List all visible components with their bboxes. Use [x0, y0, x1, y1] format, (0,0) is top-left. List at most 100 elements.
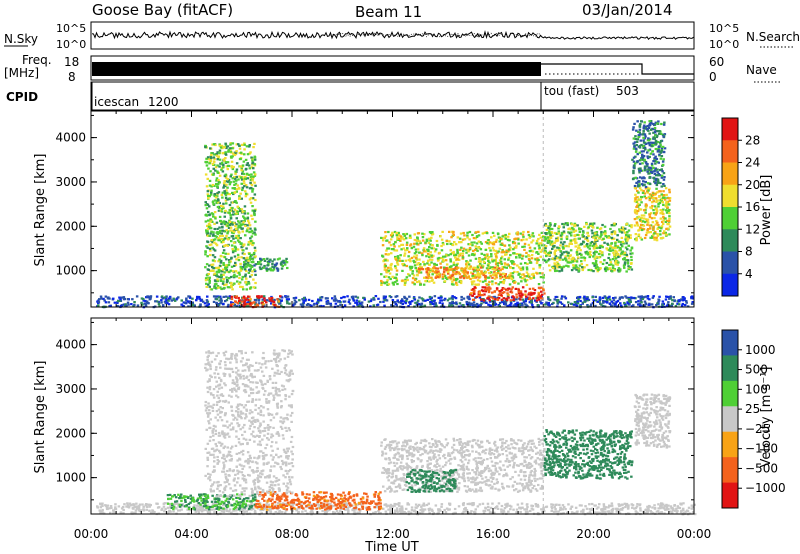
echo-cell [212, 215, 215, 218]
echo-cell [641, 191, 645, 194]
echo-cell [629, 300, 632, 303]
echo-cell [243, 219, 246, 222]
echo-cell [656, 178, 660, 181]
echo-cell [516, 503, 520, 506]
echo-cell [239, 262, 242, 265]
echo-cell [462, 510, 465, 513]
echo-cell [254, 173, 257, 176]
echo-cell [213, 163, 216, 166]
echo-cell [410, 256, 414, 259]
echo-cell [461, 256, 465, 259]
echo-cell [659, 143, 662, 146]
echo-cell [231, 251, 235, 254]
echo-cell [661, 220, 664, 223]
echo-cell [476, 275, 479, 278]
echo-cell [516, 264, 519, 267]
echo-cell [247, 504, 251, 507]
echo-cell [240, 178, 244, 181]
echo-cell [581, 266, 584, 269]
echo-cell [656, 150, 660, 153]
echo-cell [384, 235, 388, 238]
echo-cell [413, 233, 416, 236]
echo-cell [139, 509, 143, 512]
echo-cell [149, 297, 152, 300]
echo-cell [507, 256, 511, 259]
echo-cell [537, 283, 541, 286]
echo-cell [573, 512, 576, 515]
echo-cell [285, 300, 289, 303]
echo-cell [243, 301, 246, 304]
echo-cell [525, 283, 529, 286]
echo-cell [421, 254, 424, 257]
echo-cell [220, 232, 223, 235]
echo-cell [490, 271, 493, 274]
echo-cell [541, 297, 544, 300]
echo-cell [446, 277, 449, 281]
echo-cell [580, 504, 583, 507]
echo-cell [404, 249, 407, 252]
echo-cell [540, 290, 543, 293]
echo-cell [517, 242, 520, 245]
echo-cell [651, 193, 655, 197]
echo-cell [414, 301, 417, 304]
echo-cell [208, 281, 211, 284]
echo-cell [639, 198, 642, 201]
echo-cell [642, 145, 645, 148]
echo-cell [637, 233, 641, 236]
echo-cell [452, 271, 455, 274]
echo-cell [233, 229, 236, 232]
echo-cell [340, 296, 343, 300]
echo-cell [505, 276, 508, 279]
echo-cell [555, 295, 559, 299]
echo-cell [486, 257, 490, 260]
echo-cell [620, 231, 624, 234]
echo-cell [209, 156, 213, 160]
echo-cell [574, 229, 578, 232]
echo-cell [633, 197, 637, 200]
echo-cell [447, 254, 450, 257]
echo-cell [214, 143, 217, 147]
echo-cell [443, 268, 446, 271]
echo-cell [230, 285, 233, 288]
echo-cell [238, 208, 242, 211]
echo-cell [659, 190, 662, 193]
echo-cell [450, 265, 453, 268]
echo-cell [204, 201, 207, 204]
echo-cell [428, 270, 431, 273]
echo-cell [576, 302, 580, 305]
echo-cell [301, 510, 304, 513]
echo-cell [383, 268, 387, 271]
echo-cell [575, 241, 578, 244]
echo-cell [530, 241, 533, 244]
echo-cell [301, 304, 305, 307]
echo-cell [555, 264, 558, 267]
echo-cell [655, 199, 658, 202]
echo-cell [250, 173, 253, 176]
echo-cell [228, 197, 231, 200]
echo-cell [638, 203, 641, 206]
echo-cell [225, 299, 229, 302]
echo-cell [662, 183, 665, 186]
echo-cell [242, 295, 246, 298]
echo-cell [508, 239, 511, 242]
echo-cell [644, 206, 648, 209]
echo-cell [540, 508, 543, 511]
echo-cell [653, 170, 656, 173]
echo-cell [470, 510, 473, 513]
echo-cell [222, 277, 225, 281]
echo-cell [389, 244, 393, 247]
echo-cell [528, 249, 532, 253]
echo-cell [253, 163, 257, 166]
echo-cell [651, 150, 654, 153]
echo-cell [187, 295, 190, 298]
echo-cell [325, 302, 329, 305]
echo-cell [249, 197, 253, 200]
echo-cell [339, 303, 342, 306]
echo-cell [659, 181, 662, 185]
echo-cell [650, 164, 654, 167]
echo-cell [224, 157, 227, 160]
echo-cell [247, 304, 250, 307]
echo-cell [202, 300, 205, 303]
echo-cell [218, 181, 221, 184]
echo-cell [276, 258, 280, 261]
